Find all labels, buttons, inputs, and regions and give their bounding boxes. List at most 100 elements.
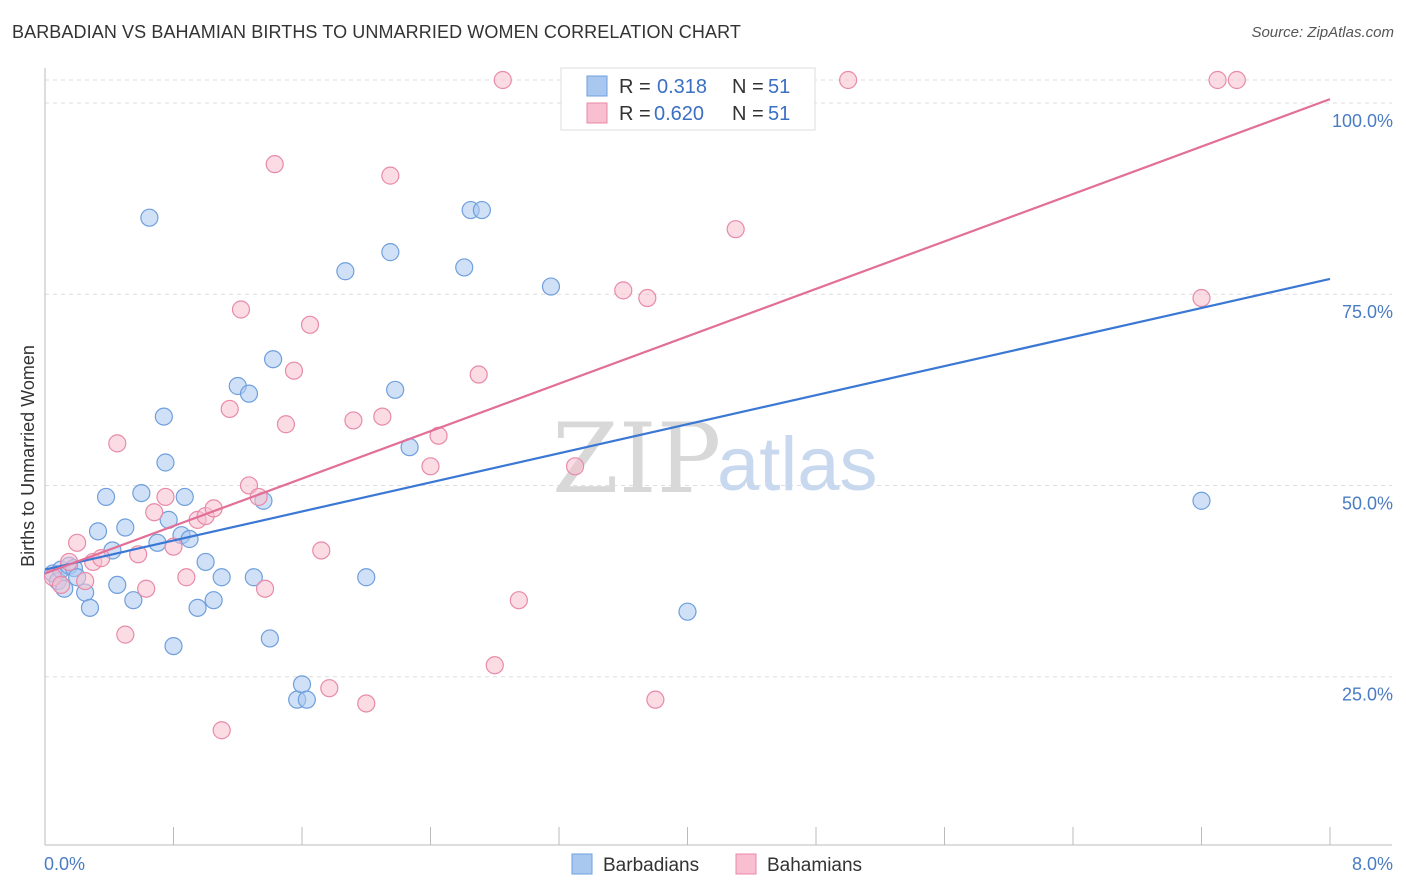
barbadian-regression-line xyxy=(44,277,1331,571)
barbadian-point-36 xyxy=(292,675,312,694)
barbadian-point-12 xyxy=(108,575,127,595)
bahamian-point-7 xyxy=(108,434,127,453)
barbadian-point-9 xyxy=(88,522,108,541)
barbadian-point-34 xyxy=(263,350,283,369)
bahamian-point-28 xyxy=(312,541,331,560)
barbadian-point-38 xyxy=(336,262,355,281)
legend-r-value-1: 0.318 xyxy=(657,76,707,98)
barbadian-point-8 xyxy=(80,598,100,617)
barbadian-point-27 xyxy=(204,591,223,610)
barbadian-point-43 xyxy=(455,258,474,277)
watermark: ZIP atlas xyxy=(552,403,878,515)
barbadian-point-16 xyxy=(140,208,159,227)
legend-r-value-2: 0.620 xyxy=(654,103,704,125)
watermark-atlas: atlas xyxy=(717,422,878,507)
bahamian-point-4 xyxy=(76,571,95,591)
barbadian-point-46 xyxy=(541,277,561,296)
legend-r-label-1: R = xyxy=(619,76,651,98)
source-label: Source: ZipAtlas.com xyxy=(1251,24,1394,41)
x-tick-label-0: 0.0% xyxy=(44,854,85,874)
bahamian-point-44 xyxy=(726,220,745,239)
bahamian-point-19 xyxy=(220,399,239,419)
bahamian-point-30 xyxy=(344,411,363,430)
bahamian-point-31 xyxy=(357,694,376,713)
barbadian-point-26 xyxy=(196,552,215,572)
x-tick-label-1: 8.0% xyxy=(1352,854,1393,874)
bahamian-point-32 xyxy=(373,407,392,426)
x-tick-labels: 0.0% 8.0% xyxy=(44,854,1393,874)
barbadian-point-47 xyxy=(678,602,697,621)
bahamian-point-45 xyxy=(839,70,858,90)
data-points xyxy=(43,70,1246,740)
bahamian-point-48 xyxy=(1227,70,1246,90)
bahamian-point-43 xyxy=(646,690,665,709)
series-legend: Barbadians Bahamians xyxy=(571,853,862,876)
bahamian-point-39 xyxy=(509,591,528,610)
barbadian-point-18 xyxy=(154,407,173,426)
series-label-barbadians: Barbadians xyxy=(603,855,699,876)
legend-r-label-2: R = xyxy=(619,103,651,125)
bahamian-point-3 xyxy=(68,533,87,552)
bahamian-point-36 xyxy=(469,365,488,384)
barbadian-point-39 xyxy=(357,568,376,587)
bahamian-point-10 xyxy=(137,579,156,598)
bahamian-point-8 xyxy=(116,625,135,644)
barbadian-point-45 xyxy=(472,200,491,220)
bahamian-point-14 xyxy=(177,568,196,587)
barbadian-point-25 xyxy=(188,598,207,617)
chart-title: BARBADIAN VS BAHAMIAN BIRTHS TO UNMARRIE… xyxy=(12,22,741,42)
bahamian-point-42 xyxy=(638,288,657,308)
bahamian-point-26 xyxy=(284,361,304,380)
legend-n-value-2: 51 xyxy=(768,103,790,125)
bahamian-point-25 xyxy=(276,415,296,434)
bahamian-point-33 xyxy=(381,166,400,185)
legend-n-value-1: 51 xyxy=(768,76,790,98)
barbadian-point-14 xyxy=(124,591,143,610)
barbadian-point-13 xyxy=(116,518,135,537)
bahamian-point-1 xyxy=(51,575,71,595)
y-tick-labels: 25.0% 50.0% 75.0% 100.0% xyxy=(1332,111,1393,705)
barbadian-point-21 xyxy=(164,636,183,656)
bahamian-point-24 xyxy=(265,155,284,174)
bahamian-point-23 xyxy=(255,579,275,598)
barbadian-point-41 xyxy=(386,380,405,399)
barbadian-point-23 xyxy=(175,487,194,507)
barbadian-point-48 xyxy=(1192,491,1211,510)
barbadian-point-33 xyxy=(260,629,279,648)
barbadian-point-19 xyxy=(156,453,175,472)
bahamian-point-29 xyxy=(320,679,339,698)
bahamian-point-41 xyxy=(614,281,633,300)
regression-lines xyxy=(44,98,1331,575)
bahamian-point-20 xyxy=(231,300,251,319)
bahamian-point-11 xyxy=(145,503,164,522)
series-swatch-bahamians xyxy=(735,853,757,875)
barbadian-point-31 xyxy=(244,568,263,587)
series-swatch-barbadians xyxy=(571,853,593,875)
bahamian-point-18 xyxy=(212,721,231,740)
axes xyxy=(44,68,1392,846)
bahamian-regression-line xyxy=(44,98,1331,575)
bahamian-point-38 xyxy=(493,70,512,90)
barbadian-point-15 xyxy=(132,484,151,503)
series-label-bahamians: Bahamians xyxy=(767,855,862,876)
barbadian-point-28 xyxy=(212,568,231,587)
y-axis-label: Births to Unmarried Women xyxy=(18,345,38,567)
bahamian-point-46 xyxy=(1192,288,1211,308)
y-tick-label-2: 75.0% xyxy=(1342,302,1393,322)
barbadian-point-40 xyxy=(381,243,400,262)
barbadian-point-10 xyxy=(96,487,116,507)
bahamian-point-27 xyxy=(300,315,320,334)
barbadian-point-37 xyxy=(297,690,316,709)
bahamian-point-47 xyxy=(1208,70,1227,90)
bahamian-point-37 xyxy=(485,656,504,675)
grid-lines xyxy=(45,79,1392,678)
y-tick-label-0: 25.0% xyxy=(1342,685,1393,705)
legend-swatch-pink xyxy=(586,102,608,124)
bahamian-point-35 xyxy=(421,457,440,476)
y-tick-label-1: 50.0% xyxy=(1342,493,1393,513)
bahamian-point-40 xyxy=(565,457,585,476)
barbadian-point-30 xyxy=(239,384,259,403)
legend-box: R = 0.318 N = 51 R = 0.620 N = 51 xyxy=(560,67,816,131)
y-tick-label-3: 100.0% xyxy=(1332,111,1393,131)
